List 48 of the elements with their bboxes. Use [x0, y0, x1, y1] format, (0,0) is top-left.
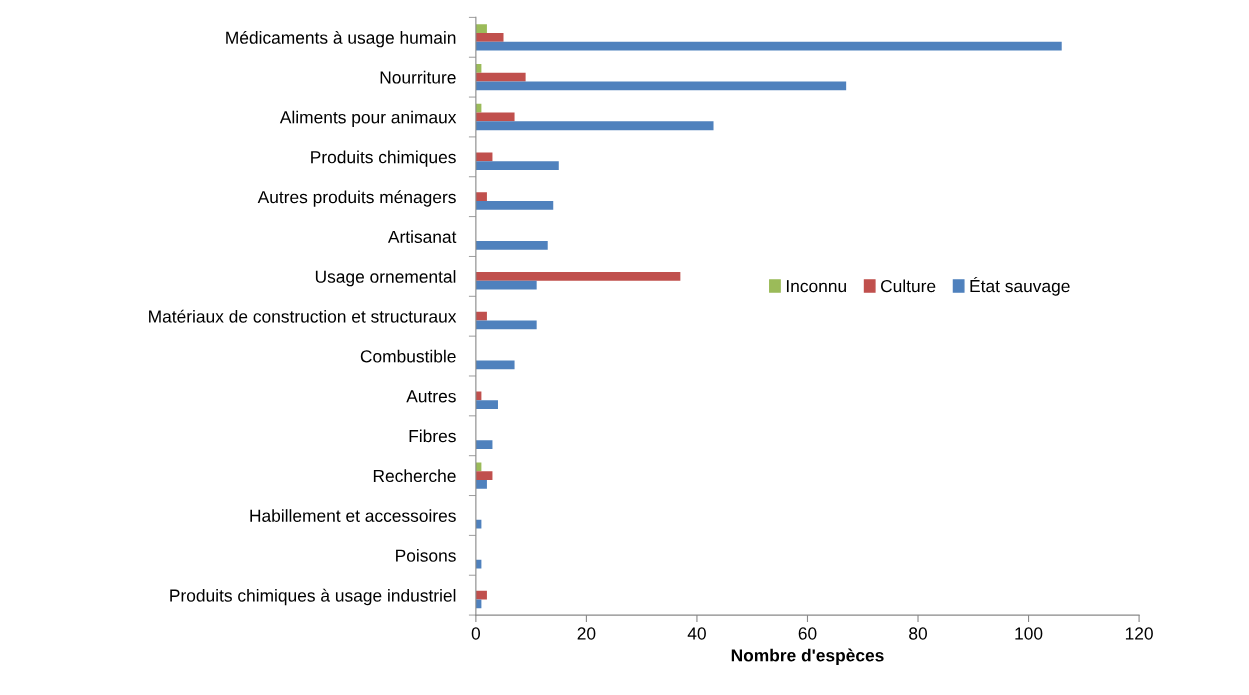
y-tick-label: Aliments pour animaux	[279, 110, 457, 127]
legend-label: État sauvage	[970, 277, 1070, 296]
bar	[475, 590, 487, 600]
bar	[475, 161, 559, 170]
bar	[475, 81, 847, 91]
x-tick-label: 20	[577, 627, 596, 640]
y-tick-label: Autres produits ménagers	[257, 190, 456, 207]
y-tick-label: Matériaux de construction et structuraux	[149, 309, 457, 323]
bar	[475, 440, 493, 449]
bar	[475, 192, 487, 202]
bar	[475, 311, 487, 321]
bar	[475, 360, 515, 370]
bar	[475, 32, 504, 42]
bar	[475, 24, 487, 33]
x-tick-label: 0	[471, 627, 481, 640]
y-tick-label: Recherche	[373, 469, 456, 483]
x-tick-label: 80	[909, 627, 927, 640]
bar	[475, 272, 681, 281]
y-tick-label: Poisons	[396, 549, 456, 562]
bar	[475, 112, 515, 122]
bar	[475, 280, 537, 290]
y-tick-label: Fibres	[409, 429, 456, 443]
y-tick-label: Produits chimiques	[311, 150, 456, 167]
bar	[475, 320, 537, 330]
y-tick-label: Usage ornemental	[315, 270, 456, 287]
bar	[475, 201, 554, 210]
x-tick-label: 100	[1015, 627, 1043, 640]
bar	[475, 471, 493, 480]
bar	[475, 121, 714, 131]
x-tick-label: 60	[798, 627, 817, 640]
bar	[475, 72, 526, 82]
x-tick-label: 120	[1125, 627, 1153, 640]
y-tick-label: Nourriture	[380, 70, 456, 84]
y-tick-label: Autres	[406, 390, 456, 403]
y-tick-label: Produits chimiques à usage industriel	[170, 588, 456, 606]
y-tick-label: Habillement et accessoires	[250, 509, 456, 522]
bar	[475, 400, 498, 410]
legend-label: Inconnu	[786, 280, 846, 293]
legend-label: Culture	[881, 279, 936, 293]
bar	[475, 41, 1062, 51]
y-tick-label: Médicaments à usage humain	[226, 30, 456, 48]
bar	[475, 240, 548, 250]
bar	[475, 152, 493, 162]
y-tick-label: Combustible	[360, 349, 456, 363]
bar	[475, 479, 487, 489]
x-axis-title: Nombre d'espèces	[731, 648, 884, 665]
y-tick-label: Artisanat	[387, 230, 457, 243]
x-tick-label: 40	[687, 627, 706, 640]
